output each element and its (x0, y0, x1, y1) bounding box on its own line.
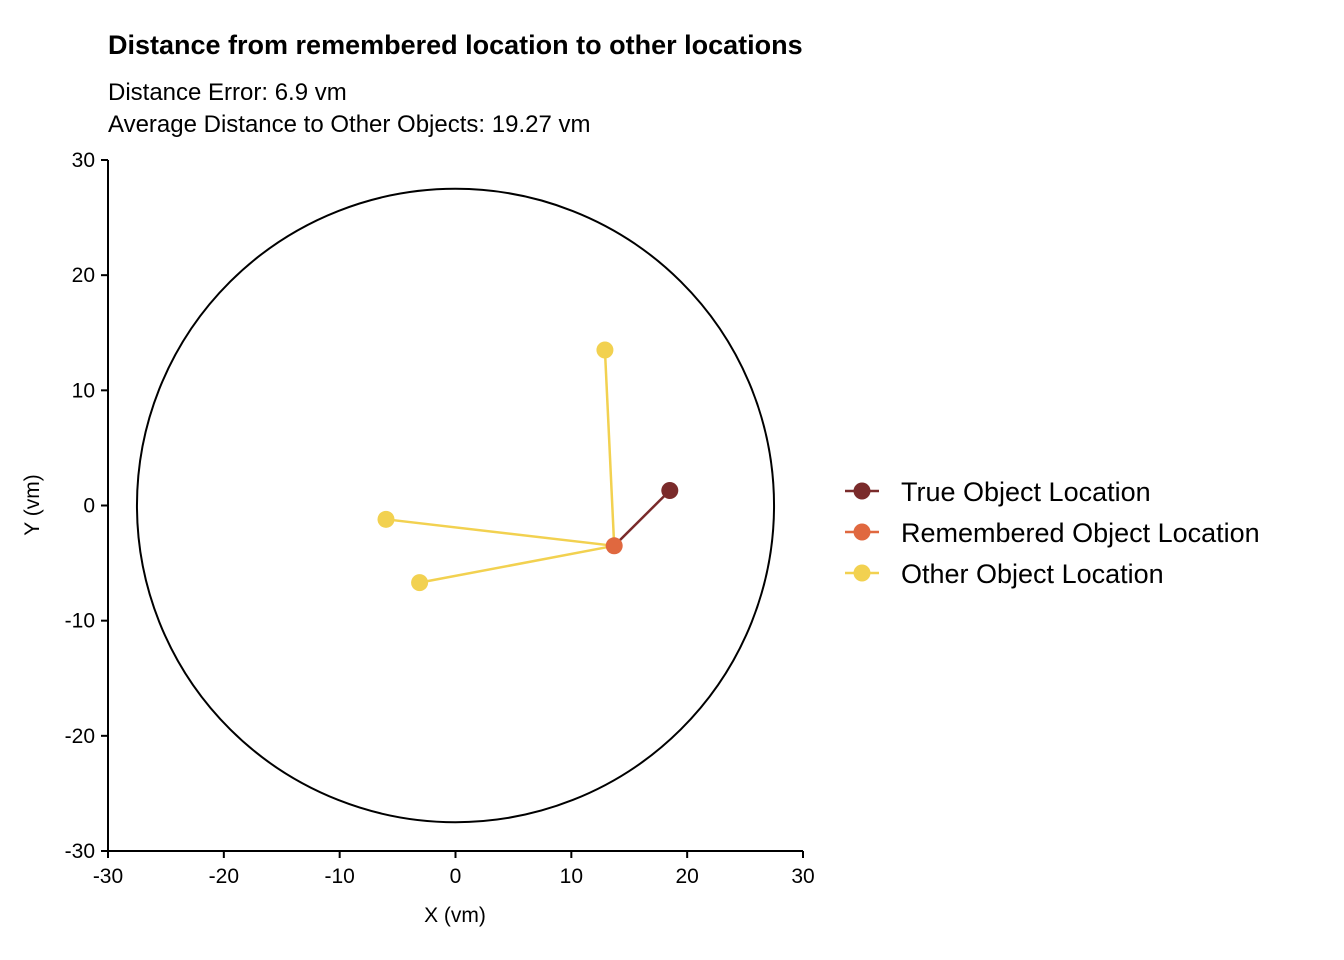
x-tick-label: -10 (324, 865, 354, 888)
axes: -30 -20 -10 0 10 20 30 -30 -20 -10 0 10 20 30 (65, 149, 815, 888)
y-tick-label: 30 (72, 149, 95, 172)
distance-segment (613, 489, 671, 547)
x-axis-title: X (vm) (424, 904, 486, 927)
x-tick-label: 10 (560, 865, 583, 888)
distance-segment (419, 544, 615, 584)
legend-key-point (853, 482, 871, 500)
y-axis-title: Y (vm) (21, 474, 44, 535)
distance-segment (385, 518, 615, 548)
data-point (605, 537, 623, 555)
y-tick-label: -20 (65, 725, 95, 748)
distance-segment (603, 349, 616, 546)
legend: True Object Location Remembered Object Lo… (845, 477, 1260, 589)
x-tick-label: 0 (450, 865, 462, 888)
data-point (377, 510, 395, 528)
x-tick-label: -20 (209, 865, 239, 888)
x-tick-label: 20 (675, 865, 698, 888)
arena-circle (135, 187, 776, 824)
x-tick-label: -30 (93, 865, 123, 888)
chart-subtitle-line-1: Distance Error: 6.9 vm (108, 79, 347, 106)
data-point (411, 574, 429, 592)
legend-label: True Object Location (901, 477, 1151, 507)
y-tick-label: -30 (65, 840, 95, 863)
legend-key-point (853, 523, 871, 541)
data-point (596, 341, 614, 359)
y-tick-label: 20 (72, 264, 95, 287)
y-tick-label: 0 (83, 495, 95, 518)
legend-label: Remembered Object Location (901, 518, 1260, 548)
data-point (661, 482, 679, 500)
legend-label: Other Object Location (901, 559, 1164, 589)
x-tick-label: 30 (791, 865, 814, 888)
legend-key-point (853, 564, 871, 582)
chart-title: Distance from remembered location to oth… (108, 30, 803, 60)
chart-subtitle-line-2: Average Distance to Other Objects: 19.27… (108, 111, 590, 138)
y-tick-label: 10 (72, 379, 95, 402)
plot-area (135, 187, 776, 824)
y-tick-label: -10 (65, 610, 95, 633)
